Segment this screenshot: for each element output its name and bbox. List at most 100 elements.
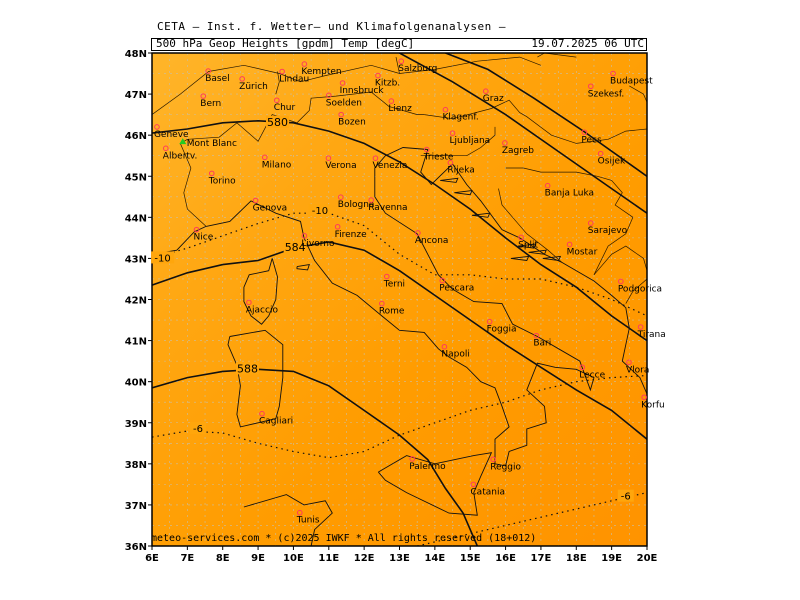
city-label: Ajaccio	[246, 305, 279, 315]
city-marker	[239, 76, 245, 82]
city-marker	[442, 106, 449, 113]
isotherm-label-bg	[308, 204, 332, 217]
isotherm-label: -6	[193, 424, 203, 435]
lat-label: 38N	[125, 460, 147, 471]
city-label: Tirana	[637, 330, 666, 340]
city-label: Budapest	[610, 77, 653, 87]
city-marker	[637, 324, 644, 330]
geopotential-contour	[399, 53, 647, 214]
island-coast	[517, 243, 537, 249]
city-label: Klagenf.	[442, 113, 478, 123]
contour-label-588: 588	[237, 362, 258, 375]
lon-label: 19E	[601, 553, 622, 564]
city-marker	[544, 182, 551, 189]
city-label: Kempten	[301, 67, 341, 77]
city-label: Bern	[200, 99, 221, 109]
city-marker	[279, 68, 285, 75]
lat-label: 46N	[125, 131, 147, 142]
contour-label-588-bg	[235, 362, 259, 375]
lon-label: 16E	[495, 553, 516, 564]
city-label: Ancona	[415, 236, 449, 246]
city-label: Pecs	[581, 135, 602, 145]
geopotential-contour	[152, 119, 647, 342]
lon-label: 13E	[389, 553, 410, 564]
lon-label: 15E	[460, 553, 481, 564]
city-marker	[338, 111, 344, 118]
city-label: Zürich	[239, 82, 268, 92]
lon-label: 8E	[216, 553, 230, 564]
city-marker	[597, 150, 604, 157]
lon-label: 20E	[637, 553, 658, 564]
city-marker	[415, 230, 421, 236]
island-coast	[528, 249, 547, 255]
city-marker	[579, 364, 586, 371]
city-label: Kitzb.	[375, 79, 400, 89]
city-marker	[423, 146, 430, 153]
city-label: Verona	[325, 161, 356, 171]
city-marker	[338, 194, 344, 201]
copyright-footer: meteo-services.com * (c)2025 IWKF * All …	[151, 533, 537, 544]
mountain-marker	[179, 138, 187, 145]
mountain-label: Mont Blanc	[187, 139, 237, 149]
parameter-bar	[151, 38, 647, 51]
city-label: Banja Luka	[545, 189, 594, 199]
city-label: Tunis	[296, 516, 320, 526]
city-marker	[334, 223, 341, 230]
city-marker	[439, 277, 446, 284]
border-line	[629, 85, 647, 103]
city-marker	[626, 359, 632, 366]
city-marker	[193, 226, 200, 233]
city-label: Lindau	[279, 74, 309, 84]
lon-label: 6E	[145, 553, 159, 564]
city-label: Basel	[205, 74, 229, 84]
contour-label-580: 580	[267, 116, 288, 129]
city-marker	[587, 83, 594, 90]
lat-label: 36N	[125, 542, 147, 553]
border-line	[505, 167, 634, 275]
city-marker	[379, 300, 385, 307]
border-line	[537, 53, 577, 58]
city-marker	[301, 233, 308, 239]
city-marker	[200, 93, 207, 99]
temperature-isotherms	[152, 212, 647, 546]
border-line	[152, 57, 400, 115]
city-label: Chur	[274, 103, 296, 113]
city-label: Graz	[483, 94, 504, 104]
city-marker	[449, 130, 456, 136]
geopotential-contour	[445, 53, 647, 177]
city-label: Nice	[194, 233, 214, 243]
city-label: Korfu	[641, 400, 665, 410]
city-label: Cagliari	[259, 417, 293, 427]
border-line	[179, 91, 425, 227]
city-marker	[398, 58, 405, 65]
isotherm-label-bg	[151, 251, 175, 264]
city-marker	[261, 154, 268, 161]
city-label: Zagreb	[502, 146, 534, 156]
city-label: Rijeka	[447, 166, 474, 176]
isotherm-label: -10	[312, 206, 328, 217]
city-label: Trieste	[423, 153, 454, 163]
lat-label: 48N	[125, 49, 147, 60]
city-label: Ravenna	[368, 203, 407, 213]
contour-label-584-bg	[283, 241, 307, 254]
graticule	[152, 53, 647, 546]
city-marker	[486, 318, 493, 325]
city-marker	[383, 273, 390, 280]
city-label: Firenze	[335, 230, 367, 240]
lat-label: 39N	[125, 419, 147, 430]
valid-time-label: 19.07.2025 06 UTC	[531, 37, 644, 50]
city-marker	[566, 241, 573, 248]
city-label: Reggio	[490, 462, 521, 472]
city-marker	[325, 92, 332, 99]
lon-label: 10E	[283, 553, 304, 564]
city-marker	[482, 88, 489, 95]
city-label: Terni	[383, 279, 405, 289]
isotherm-label: -6	[621, 492, 631, 503]
city-label: Podgorica	[618, 284, 662, 294]
city-marker	[518, 234, 524, 241]
corsica-coast	[243, 258, 278, 325]
geopotential-contours	[152, 53, 647, 546]
city-label: Soelden	[326, 98, 362, 108]
